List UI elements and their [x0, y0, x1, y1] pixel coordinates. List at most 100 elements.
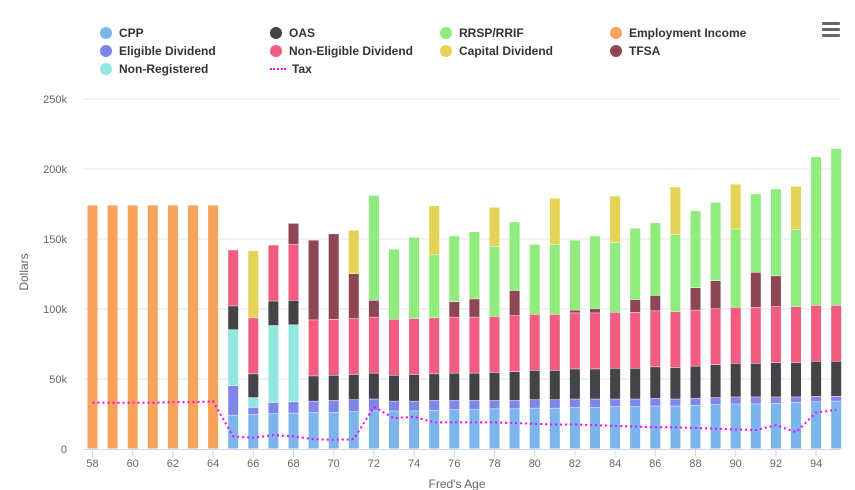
- bar-tfsa-91: [750, 272, 761, 308]
- bar-oas-66: [248, 374, 259, 398]
- bar-oas-86: [650, 367, 661, 399]
- x-tick-label: 60: [127, 458, 139, 470]
- y-tick-label: 150k: [43, 234, 67, 246]
- bar-tfsa-86: [650, 295, 661, 311]
- bar-capital-75: [429, 206, 440, 255]
- legend-label: RRSP/RRIF: [459, 26, 524, 40]
- bar-cpp-85: [630, 407, 641, 449]
- bar-non_eligible-73: [389, 319, 399, 375]
- bar-cpp-82: [569, 407, 580, 449]
- bar-non_eligible-68: [288, 244, 299, 301]
- bar-non_eligible-92: [770, 306, 781, 363]
- bar-oas-69: [308, 376, 319, 401]
- bar-cpp-75: [429, 410, 440, 449]
- legend-item-tax[interactable]: Tax: [270, 62, 312, 76]
- legend-item-tfsa[interactable]: TFSA: [610, 44, 660, 58]
- bar-employment-58: [87, 205, 98, 449]
- bar-oas-78: [489, 372, 500, 401]
- bar-oas-75: [429, 374, 440, 401]
- bar-cpp-78: [489, 409, 500, 449]
- legend-marker: [610, 45, 622, 57]
- bar-employment-64: [208, 205, 219, 449]
- legend-item-employment[interactable]: Employment Income: [610, 26, 746, 40]
- bar-cpp-71: [348, 411, 359, 449]
- bar-tfsa-68: [288, 223, 299, 245]
- bar-oas-81: [549, 370, 560, 400]
- legend-label: Capital Dividend: [459, 44, 554, 58]
- bar-non_eligible-89: [710, 309, 721, 365]
- bar-rrsp-85: [630, 228, 641, 300]
- x-axis-title: Fred's Age: [429, 477, 486, 490]
- legend-item-oas[interactable]: OAS: [270, 26, 315, 40]
- legend-item-non_eligible[interactable]: Non-Eligible Dividend: [270, 44, 413, 58]
- bar-oas-71: [348, 374, 359, 400]
- bar-oas-85: [630, 368, 641, 399]
- bar-eligible-77: [469, 400, 480, 410]
- bar-oas-94: [811, 361, 822, 396]
- bar-tfsa-83: [590, 309, 600, 313]
- bar-non_eligible-69: [308, 320, 319, 376]
- bar-tfsa-71: [348, 274, 359, 319]
- legend-label: TFSA: [629, 44, 661, 58]
- bar-oas-83: [590, 369, 600, 399]
- hamburger-menu-icon[interactable]: [822, 22, 840, 38]
- bar-rrsp-73: [389, 249, 399, 319]
- bar-eligible-89: [710, 397, 721, 405]
- bar-eligible-91: [750, 397, 761, 404]
- bar-eligible-88: [690, 398, 701, 406]
- bar-non_eligible-91: [750, 307, 761, 364]
- bar-eligible-92: [770, 397, 781, 403]
- bar-cpp-73: [389, 411, 399, 449]
- bar-cpp-67: [268, 414, 279, 449]
- bar-eligible-81: [549, 400, 560, 408]
- bar-eligible-72: [368, 399, 379, 411]
- bar-non_eligible-74: [409, 318, 420, 375]
- bar-non_eligible-93: [791, 306, 801, 363]
- bar-eligible-73: [389, 401, 399, 411]
- bar-oas-65: [228, 306, 239, 330]
- bar-rrsp-76: [449, 236, 460, 302]
- bar-cpp-65: [228, 415, 239, 449]
- bar-non_eligible-94: [811, 305, 822, 361]
- legend-label: Employment Income: [629, 26, 747, 40]
- bar-rrsp-72: [368, 195, 379, 301]
- legend-item-eligible[interactable]: Eligible Dividend: [100, 44, 216, 58]
- x-axis: 58 60 62 64 66 68 70 72 74 76 78 80 82 84 86 88 90 92 94: [83, 449, 840, 470]
- bar-tfsa-76: [449, 302, 460, 317]
- bar-oas-82: [569, 369, 580, 399]
- bar-oas-92: [770, 362, 781, 397]
- legend-item-rrsp[interactable]: RRSP/RRIF: [440, 26, 524, 40]
- bar-capital-78: [489, 207, 500, 247]
- bar-cpp-70: [328, 412, 339, 449]
- bar-eligible-74: [409, 401, 420, 411]
- bar-non_eligible-88: [690, 310, 701, 366]
- legend-marker: [100, 45, 112, 57]
- bar-cpp-72: [368, 411, 379, 449]
- x-tick-label: 84: [609, 458, 621, 470]
- bar-non_eligible-85: [630, 312, 641, 368]
- x-tick-label: 88: [689, 458, 701, 470]
- bar-rrsp-84: [610, 242, 621, 312]
- legend-marker: [270, 27, 282, 39]
- bar-cpp-84: [610, 407, 621, 449]
- legend-label: Non-Registered: [119, 62, 209, 76]
- legend-marker: [610, 27, 622, 39]
- x-tick-label: 92: [770, 458, 782, 470]
- bar-eligible-84: [610, 399, 621, 407]
- bar-oas-77: [469, 373, 480, 401]
- legend-item-non_registered[interactable]: Non-Registered: [100, 62, 208, 76]
- legend-marker: [270, 68, 286, 70]
- bar-rrsp-87: [670, 234, 681, 312]
- bar-oas-68: [288, 300, 299, 325]
- x-tick-label: 62: [167, 458, 179, 470]
- bar-cpp-74: [409, 411, 420, 449]
- bar-rrsp-78: [489, 246, 500, 317]
- x-tick-label: 80: [529, 458, 541, 470]
- legend-item-capital[interactable]: Capital Dividend: [440, 44, 553, 58]
- bar-non_eligible-86: [650, 311, 661, 367]
- x-tick-label: 68: [287, 458, 299, 470]
- tax-series-line: [92, 400, 837, 441]
- legend-item-cpp[interactable]: CPP: [100, 26, 144, 40]
- y-tick-label: 100k: [43, 304, 67, 316]
